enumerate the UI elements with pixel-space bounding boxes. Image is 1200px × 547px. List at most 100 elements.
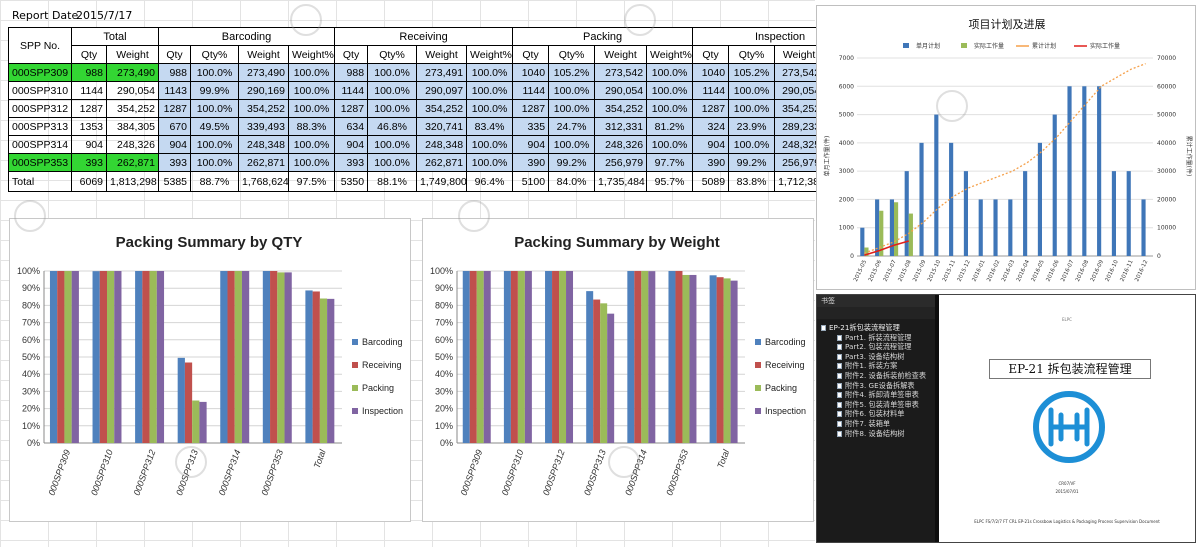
bookmark-label: 附件4. 拆卸清单签审表: [845, 390, 919, 400]
table-cell: 1,749,800: [416, 171, 468, 192]
legend-swatch: [352, 362, 358, 368]
table-cell: 100.0%: [190, 135, 239, 154]
bookmark-item[interactable]: 附件7. 装箱单: [817, 419, 935, 429]
page-icon: [837, 334, 842, 341]
y-tick-label-right: 20000: [1157, 196, 1176, 203]
bookmark-item[interactable]: 附件6. 包装材料单: [817, 409, 935, 419]
table-cell: 100.0%: [646, 99, 694, 118]
spp-number: 000SPP313: [8, 117, 72, 136]
table-cell: 100.0%: [367, 135, 418, 154]
spp-number: 000SPP312: [8, 99, 72, 118]
table-cell: 384,305: [106, 117, 159, 136]
bar: [220, 271, 228, 443]
column-header: Weight: [594, 45, 648, 64]
bookmark-item[interactable]: 附件5. 包装清单签审表: [817, 400, 935, 410]
bar: [327, 298, 335, 443]
y-tick-label: 5000: [839, 112, 854, 119]
legend-swatch: [352, 408, 358, 414]
bookmark-item[interactable]: 附件2. 设备拆装前检查表: [817, 371, 935, 381]
x-tick-label: 2016-05: [1031, 259, 1046, 283]
document-viewer: 书签 EP-21拆包装流程管理 Part1. 拆装流程管理 Part2. 包装流程管…: [816, 294, 1196, 543]
y-tick-label-right: 40000: [1157, 140, 1176, 147]
bar: [469, 271, 477, 443]
legend-label: Packing: [362, 383, 394, 393]
bar: [566, 271, 574, 443]
bookmark-item[interactable]: 附件3. GE设备拆解表: [817, 381, 935, 391]
column-header: Weight: [238, 45, 289, 64]
column-header: Qty: [512, 45, 550, 64]
y-tick-label: 70%: [435, 318, 453, 328]
bookmark-item[interactable]: EP-21拆包装流程管理: [817, 323, 935, 333]
y-tick-label: 80%: [22, 300, 40, 310]
bar: [648, 271, 656, 443]
document-title: EP-21 拆包装流程管理: [989, 359, 1151, 379]
table-cell: 256,979: [774, 153, 825, 172]
table-cell: 1144: [71, 81, 107, 100]
bar: [92, 271, 100, 443]
bar: [510, 271, 518, 443]
table-cell: 1287: [692, 99, 730, 118]
legend-label: Barcoding: [765, 337, 806, 347]
y-tick-label: 100%: [17, 266, 40, 276]
bar: [889, 199, 894, 256]
x-tick-label: 000SPP313: [582, 448, 608, 497]
bar: [483, 271, 491, 443]
column-header: Weight%: [287, 45, 336, 64]
bar: [559, 271, 567, 443]
y-tick-label: 60%: [435, 335, 453, 345]
document-version: CR07/VF: [1058, 481, 1076, 486]
legend-label: Packing: [765, 383, 797, 393]
table-cell: 100.0%: [466, 63, 514, 82]
bar: [689, 274, 697, 443]
y-tick-label: 20%: [22, 404, 40, 414]
bookmark-item[interactable]: 附件1. 拆装方案: [817, 361, 935, 371]
legend-label: 累计计划: [1032, 42, 1056, 50]
total-row: Total 6069 1,813,298 5385 88.7% 1,768,624 97.5…: [8, 171, 869, 192]
table-cell: 105.2%: [548, 63, 596, 82]
bar: [476, 271, 484, 443]
legend-swatch: [755, 385, 761, 391]
bookmark-sidebar-title: 书签: [817, 295, 935, 307]
legend-label: Inspection: [765, 406, 806, 416]
bar: [993, 199, 998, 256]
y-tick-label: 90%: [435, 283, 453, 293]
bar: [552, 271, 560, 443]
legend-swatch: [755, 408, 761, 414]
bookmark-item[interactable]: 附件4. 拆卸清单签审表: [817, 390, 935, 400]
bar: [641, 271, 649, 443]
x-tick-label: 2016-01: [971, 259, 986, 282]
y-tick-label: 50%: [435, 352, 453, 362]
y-tick-label-right: 10000: [1157, 225, 1176, 232]
bookmark-item[interactable]: 附件8. 设备结构树: [817, 429, 935, 439]
y-tick-label: 20%: [435, 404, 453, 414]
bookmark-item[interactable]: Part3. 设备结构树: [817, 352, 935, 362]
y-tick-label: 60%: [22, 335, 40, 345]
page-header-text: ELPC: [1062, 317, 1072, 322]
bookmark-item[interactable]: Part2. 包装流程管理: [817, 342, 935, 352]
bar: [262, 271, 271, 443]
bar: [723, 278, 731, 443]
table-cell: 904: [334, 135, 369, 154]
bookmark-item[interactable]: Part1. 拆装流程管理: [817, 333, 935, 343]
bar: [668, 271, 676, 443]
bar: [305, 290, 313, 443]
watermark-seal: [290, 4, 322, 36]
bar: [627, 271, 635, 443]
x-tick-label: 000SPP353: [259, 448, 285, 497]
table-cell: 46.8%: [367, 117, 418, 136]
table-cell: 5100: [512, 171, 550, 192]
bar: [114, 271, 122, 443]
table-cell: 88.1%: [367, 171, 418, 192]
table-row: 000SPP313 1353 384,305 670 49.5% 339,493 88.3%…: [8, 117, 869, 136]
bar: [227, 271, 235, 443]
bar: [879, 210, 884, 256]
table-cell: 256,979: [594, 153, 648, 172]
bar: [319, 298, 328, 443]
spp-number: 000SPP314: [8, 135, 72, 154]
table-cell: 390: [692, 153, 730, 172]
page-icon: [837, 411, 842, 418]
bar: [284, 272, 292, 443]
legend-swatch: [961, 43, 967, 48]
legend-label: Inspection: [362, 406, 403, 416]
y-tick-label: 50%: [22, 352, 40, 362]
